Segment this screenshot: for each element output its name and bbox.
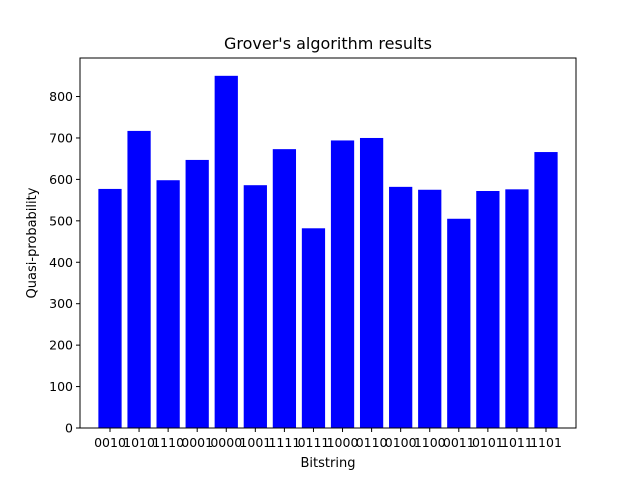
x-tick-label: 1111 [268, 435, 300, 450]
y-axis: 0 100 200 300 400 500 600 700 800 [49, 89, 80, 436]
bar-1111 [272, 149, 297, 428]
y-tick-label: 700 [49, 130, 73, 145]
x-tick-label: 0100 [385, 435, 417, 450]
chart-title: Grover's algorithm results [224, 34, 432, 53]
x-tick-label: 0010 [94, 435, 126, 450]
x-tick-label: 1010 [123, 435, 155, 450]
y-tick-label: 300 [49, 296, 73, 311]
bar-1100 [418, 189, 442, 428]
plot-frame [79, 57, 577, 429]
x-tick-label: 1101 [530, 435, 562, 450]
bar-1110 [156, 180, 180, 428]
y-tick-label: 100 [49, 379, 73, 394]
x-tick-label: 1000 [327, 435, 359, 450]
x-tick-label: 0000 [210, 435, 242, 450]
x-tick-label: 0001 [181, 435, 213, 450]
x-tick-label: 1100 [414, 435, 446, 450]
y-axis-label: Quasi-probability [25, 187, 40, 298]
bar-1011 [505, 189, 529, 428]
x-tick-label: 0011 [443, 435, 475, 450]
bar-0000 [214, 75, 238, 428]
x-axis: 0010101011100001000010011111011110000110… [94, 428, 562, 450]
bar-0101 [476, 191, 500, 428]
x-tick-label: 0110 [356, 435, 388, 450]
x-axis-label: Bitstring [301, 456, 356, 471]
x-tick-label: 1011 [501, 435, 533, 450]
x-tick-label: 1110 [152, 435, 184, 450]
bar-0110 [359, 137, 384, 428]
y-tick-label: 800 [49, 89, 73, 104]
y-tick-label: 0 [65, 421, 73, 436]
bar-0001 [185, 159, 209, 428]
bar-1000 [330, 140, 355, 428]
bar-0100 [389, 186, 413, 428]
y-tick-label: 200 [49, 338, 73, 353]
bars-layer [98, 75, 558, 429]
y-tick-label: 600 [49, 172, 73, 187]
bar-1101 [534, 152, 558, 429]
x-tick-label: 0111 [298, 435, 330, 450]
y-tick-label: 400 [49, 255, 73, 270]
bar-0010 [98, 188, 122, 428]
bar-1001 [243, 185, 267, 428]
bar-0111 [301, 228, 326, 428]
x-tick-label: 1001 [239, 435, 271, 450]
x-tick-label: 0101 [472, 435, 504, 450]
bar-0011 [447, 218, 471, 428]
y-tick-label: 500 [49, 213, 73, 228]
bar-1010 [127, 130, 151, 429]
